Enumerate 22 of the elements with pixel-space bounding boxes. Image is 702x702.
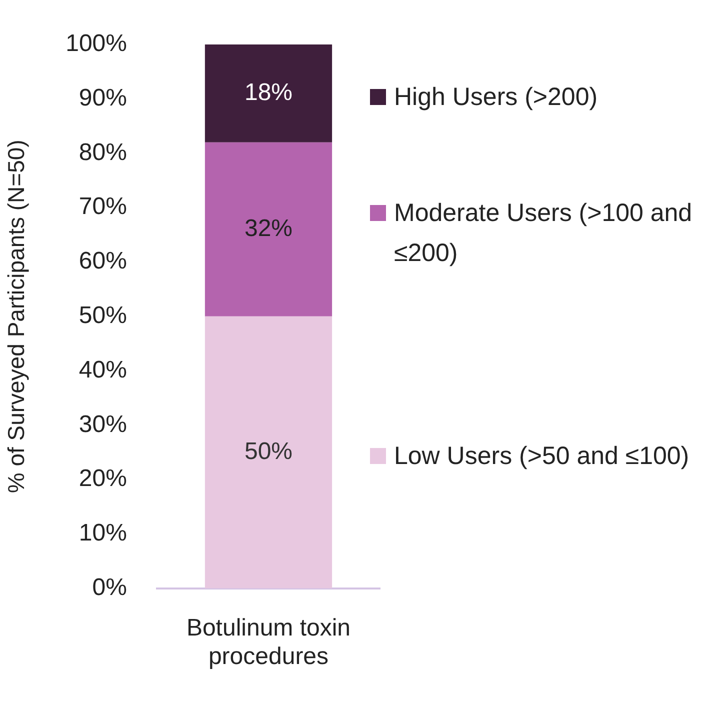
y-tick-label: 10%: [78, 520, 127, 547]
data-label: 32%: [244, 214, 293, 242]
bar: [204, 316, 332, 588]
y-tick-label: 100%: [66, 30, 127, 58]
data-label: 18%: [244, 78, 293, 106]
bar: [204, 44, 332, 142]
legend-label: Moderate Users (>100 and ≤200): [394, 198, 694, 270]
y-tick-label: 60%: [78, 248, 127, 275]
bar: [204, 142, 332, 316]
y-tick-label: 20%: [78, 465, 127, 492]
y-tick-label: 80%: [78, 138, 127, 166]
legend-label: Low Users (>50 and ≤100): [394, 441, 690, 472]
y-tick-label: 50%: [78, 302, 127, 330]
y-axis-title: % of Surveyed Participants (N=50): [3, 140, 30, 494]
y-tick-label: 90%: [78, 84, 127, 112]
data-label: 50%: [244, 438, 293, 466]
legend-label: High Users (>200): [394, 82, 598, 114]
y-tick-label: 0%: [92, 574, 127, 602]
y-tick-label: 40%: [78, 356, 127, 384]
y-tick-label: 70%: [78, 193, 127, 220]
y-tick-label: 30%: [78, 410, 127, 438]
x-tick-label: Botulinum toxin procedures: [186, 614, 351, 670]
